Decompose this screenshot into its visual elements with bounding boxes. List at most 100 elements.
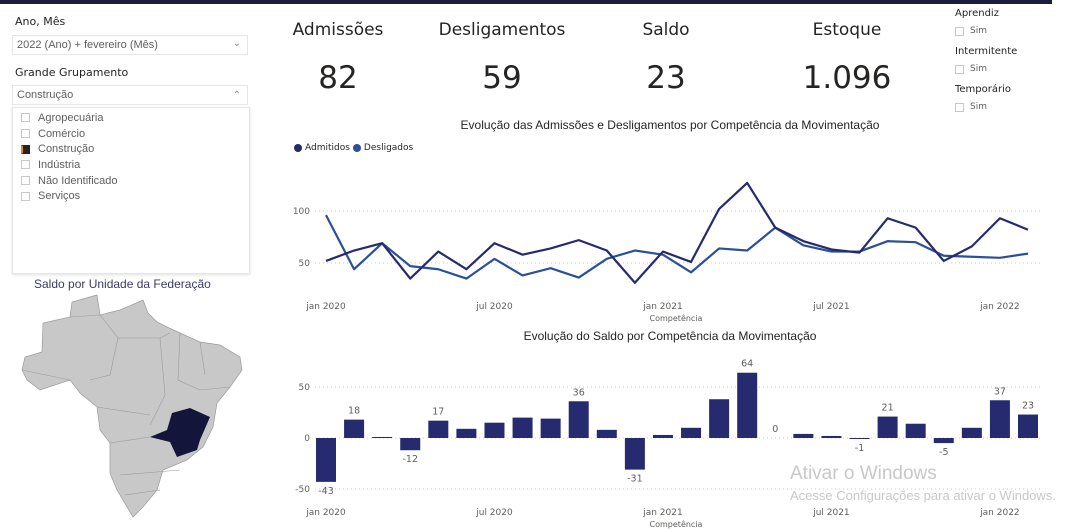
x-tick-label: jan 2022 (979, 302, 1020, 312)
group-dropdown[interactable]: Construção ⌃ (12, 85, 248, 105)
saldo-bar[interactable] (905, 423, 926, 438)
bar-data-label: -12 (402, 454, 418, 465)
legend-desligados[interactable]: Desligados (363, 143, 414, 153)
kpi-value: 23 (646, 60, 686, 96)
saldo-bar[interactable] (793, 433, 814, 438)
bar-data-label: 17 (432, 407, 444, 418)
group-option[interactable]: Agropecuária (13, 110, 249, 126)
checkbox[interactable] (21, 176, 30, 186)
kpi-label: Admissões (292, 20, 384, 40)
group-option[interactable]: Indústria (13, 157, 249, 173)
option-label: Serviços (38, 190, 81, 203)
bar-data-label: -5 (939, 447, 948, 458)
x-axis-title: Competência (650, 313, 703, 323)
checkbox[interactable] (21, 160, 30, 170)
saldo-bar[interactable] (709, 399, 730, 438)
checkbox[interactable] (955, 64, 964, 74)
x-tick-label: jul 2020 (475, 508, 513, 518)
chevron-up-icon: ⌃ (232, 90, 241, 101)
toggle-label: Aprendiz (955, 8, 999, 19)
toggle-label: Temporário (955, 84, 1012, 95)
period-dropdown[interactable]: 2022 (Ano) + fevereiro (Mês) ⌄ (12, 35, 248, 55)
option-label: Sim (970, 26, 987, 36)
series-line-desligados[interactable] (325, 214, 1029, 280)
group-dropdown-list: Agropecuária Comércio Construção Indústria N… (12, 107, 250, 274)
group-option[interactable]: Comércio (13, 126, 249, 142)
saldo-bar[interactable] (316, 438, 336, 482)
top-bar (0, 0, 1052, 4)
kpi-label: Saldo (642, 20, 690, 40)
state-minas-gerais[interactable] (150, 408, 210, 457)
toggle-option[interactable]: Sim (955, 26, 987, 36)
saldo-bar[interactable] (512, 417, 533, 438)
saldo-bar[interactable] (821, 435, 842, 438)
bar-data-label: 21 (882, 403, 894, 414)
state-borders (21, 314, 231, 496)
legend-dot-desligados (352, 144, 361, 152)
saldo-bar[interactable] (681, 427, 702, 438)
period-value: 2022 (Ano) + fevereiro (Mês) (17, 39, 158, 51)
saldo-bar[interactable] (877, 416, 898, 438)
brazil-map (21, 294, 243, 518)
saldo-bar[interactable] (484, 422, 505, 438)
bar-data-label: 23 (1022, 401, 1034, 412)
kpi-value: 82 (318, 60, 358, 96)
line-chart-legend: Admitidos Desligados (294, 143, 413, 153)
saldo-bar[interactable] (624, 438, 645, 470)
x-tick-label: jul 2021 (812, 302, 849, 312)
group-option[interactable]: Não Identificado (13, 173, 249, 189)
legend-dot-admitidos (294, 144, 302, 152)
bar-data-label: 0 (772, 424, 778, 435)
checkbox[interactable] (955, 26, 964, 36)
saldo-bar[interactable] (540, 418, 561, 438)
saldo-bar[interactable] (344, 419, 365, 438)
x-tick-label: jan 2022 (979, 508, 1020, 518)
saldo-bar[interactable] (372, 436, 393, 438)
period-filter-label: Ano, Mês (15, 15, 66, 28)
series-line-admitidos[interactable] (325, 181, 1029, 284)
group-option[interactable]: Construção (13, 141, 249, 157)
saldo-bar[interactable] (1018, 414, 1038, 438)
saldo-bar[interactable] (961, 427, 982, 438)
option-label: Indústria (38, 158, 81, 171)
toggle-option[interactable]: Sim (955, 102, 987, 112)
kpi-value: 59 (482, 60, 522, 96)
group-option[interactable]: Serviços (13, 188, 249, 204)
saldo-bar[interactable] (933, 438, 954, 444)
saldo-bar[interactable] (400, 438, 421, 451)
saldo-bar[interactable] (456, 428, 477, 438)
saldo-bar[interactable] (568, 401, 589, 438)
watermark-title: Ativar o Windows (790, 463, 937, 484)
y-tick-label: 100 (293, 207, 310, 217)
x-tick-label: jul 2020 (475, 302, 513, 312)
checkbox[interactable] (21, 129, 30, 139)
x-axis-title: Competência (650, 519, 703, 529)
legend-admitidos[interactable]: Admitidos (305, 143, 350, 153)
checkbox[interactable] (21, 144, 30, 154)
toggle-label: Intermitente (955, 46, 1018, 57)
checkbox[interactable] (21, 191, 30, 201)
option-label: Construção (38, 143, 95, 156)
toggle-option[interactable]: Sim (955, 64, 987, 74)
bar-data-label: 64 (741, 359, 753, 370)
y-tick-label: 50 (299, 383, 311, 393)
y-tick-label: -50 (295, 485, 310, 495)
chevron-down-icon: ⌄ (232, 38, 241, 49)
bar-data-label: -1 (855, 443, 864, 454)
checkbox[interactable] (955, 102, 964, 112)
option-label: Comércio (38, 127, 86, 140)
x-tick-label: jan 2020 (305, 508, 346, 518)
saldo-bar[interactable] (849, 438, 870, 440)
saldo-bar[interactable] (428, 420, 449, 438)
option-label: Sim (970, 64, 987, 74)
watermark-subtitle: Acesse Configurações para ativar o Windo… (790, 488, 1056, 503)
x-tick-label: jul 2021 (812, 508, 849, 518)
saldo-bar[interactable] (596, 429, 617, 438)
checkbox[interactable] (21, 113, 30, 123)
bar-data-label: -31 (627, 474, 643, 485)
saldo-bar[interactable] (652, 434, 673, 438)
saldo-bar[interactable] (989, 400, 1010, 438)
bar-data-label: -43 (318, 486, 334, 497)
saldo-bar[interactable] (737, 372, 758, 438)
